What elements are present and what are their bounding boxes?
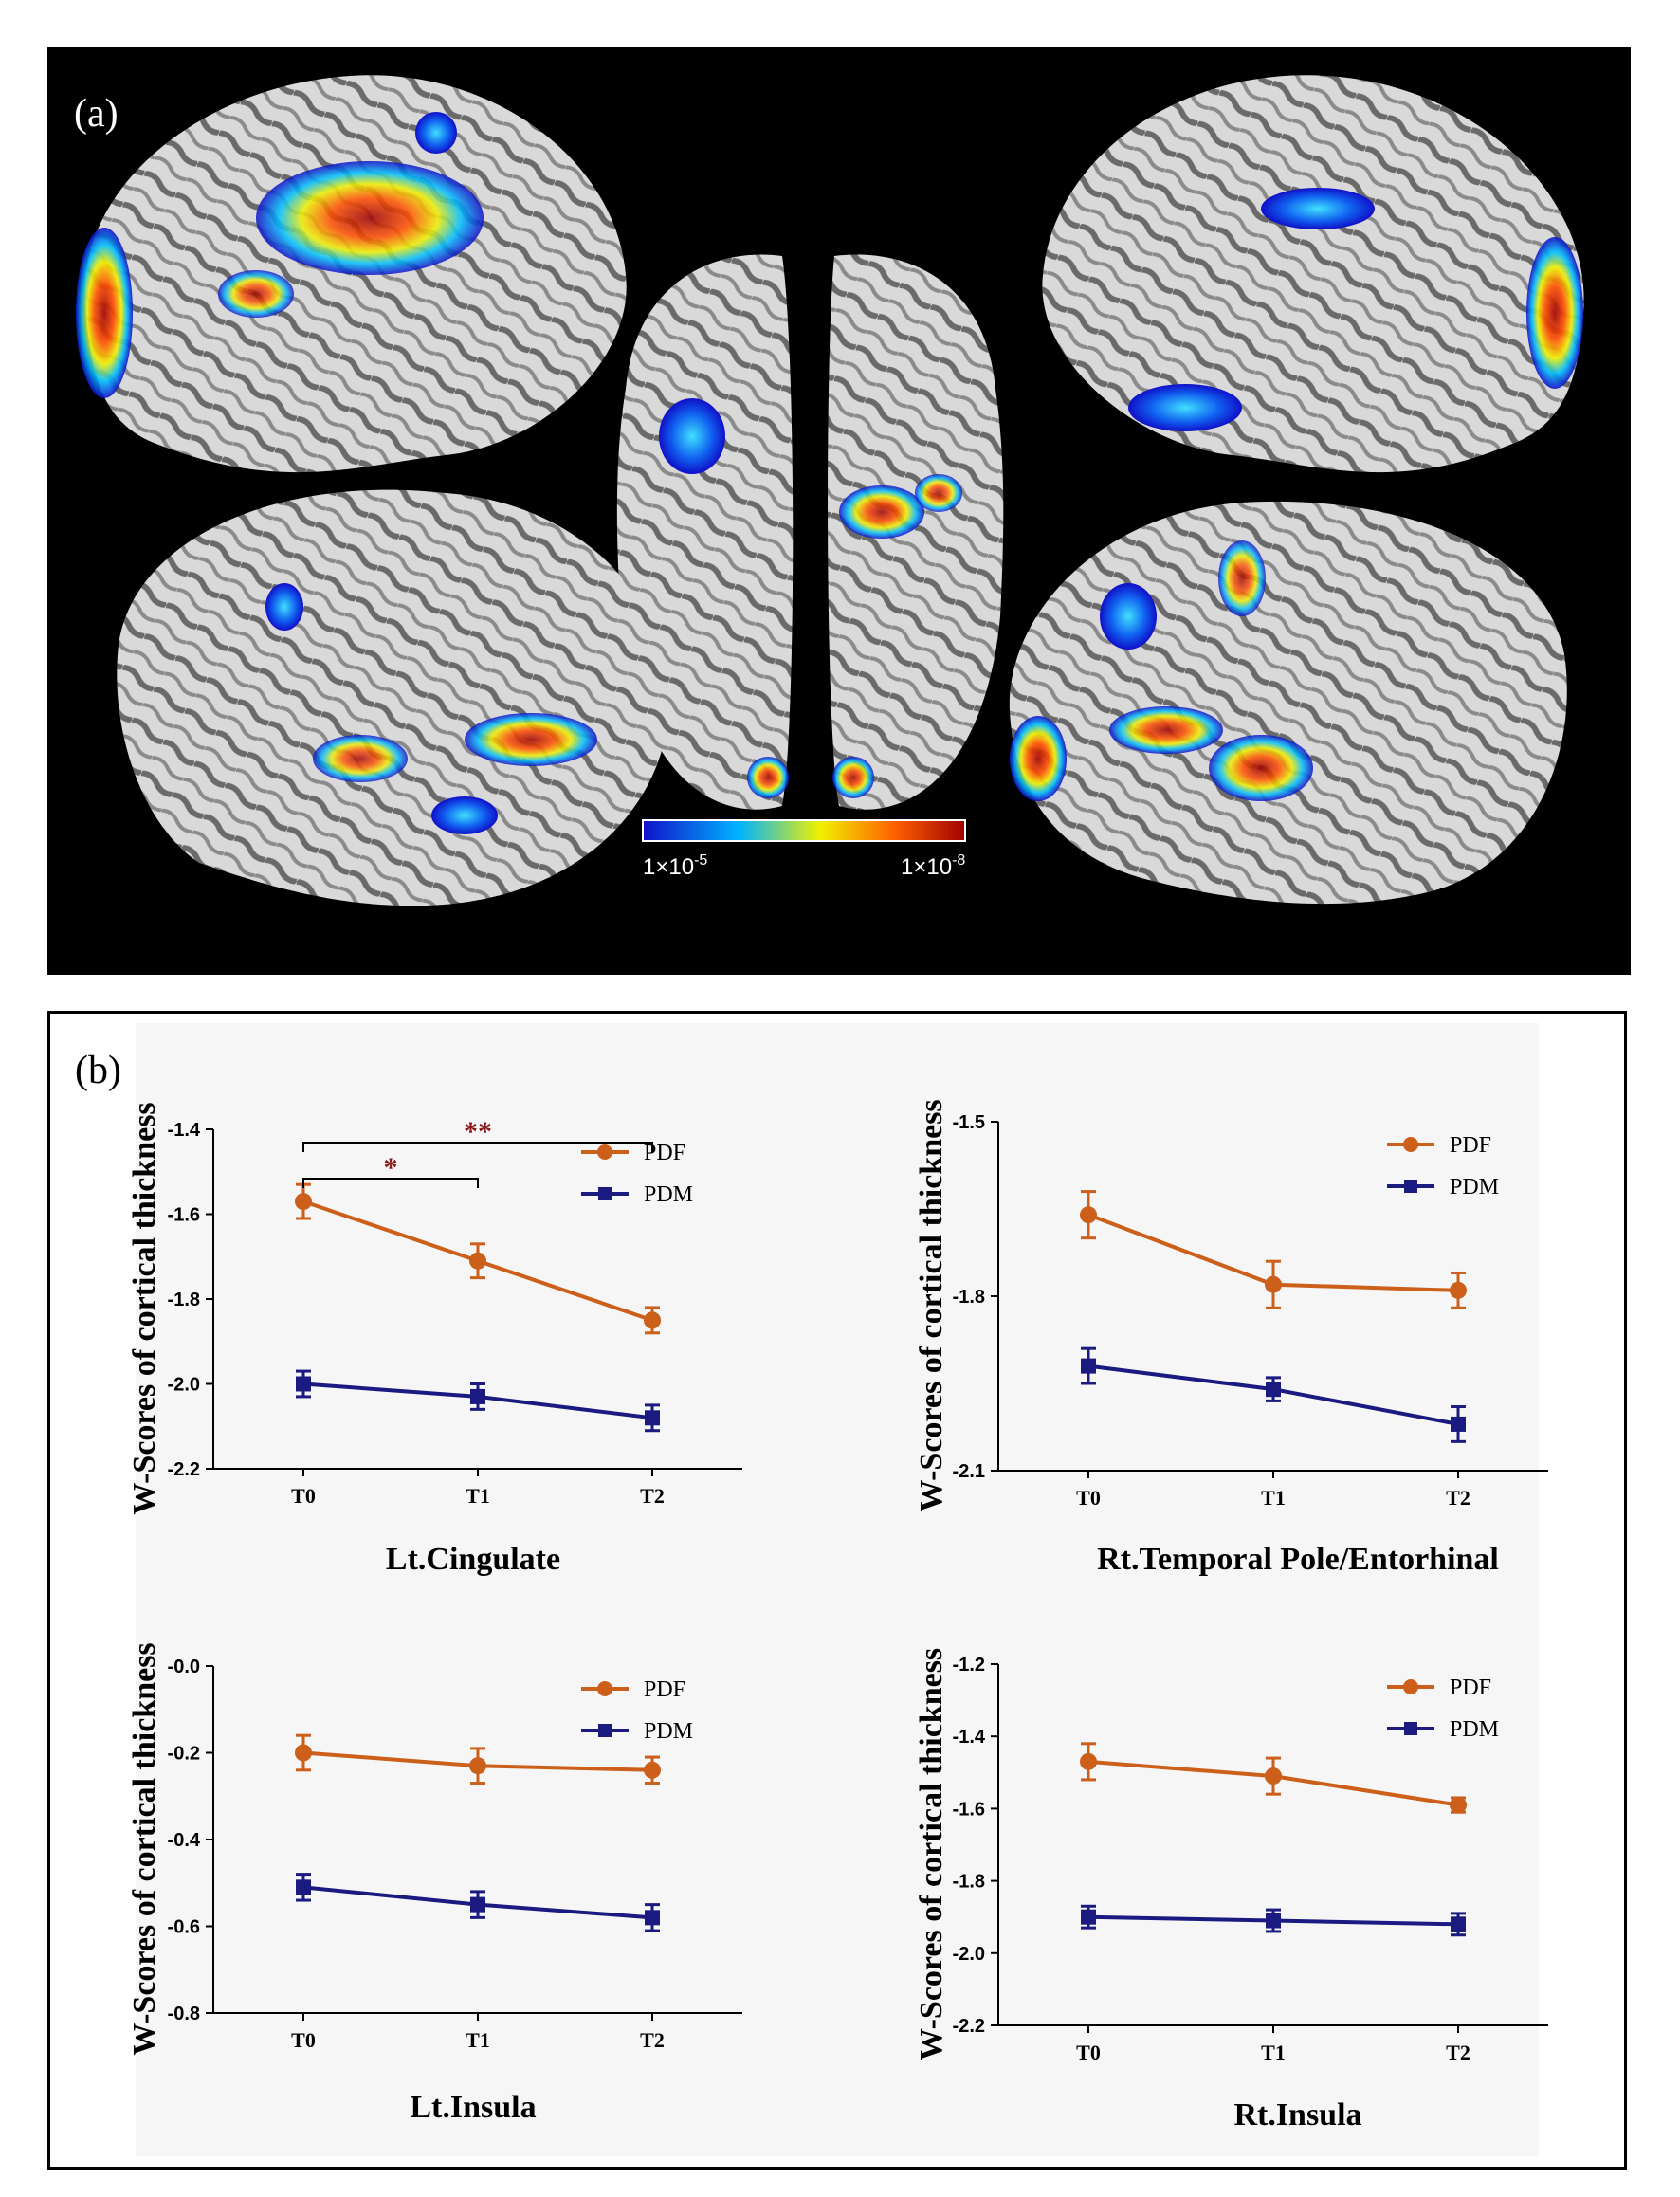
data-point [1450,1796,1467,1814]
data-point [296,1879,311,1895]
legend-label: PDF [1450,1675,1491,1700]
x-tick-label: T1 [466,2028,490,2052]
data-point [1081,1358,1096,1374]
colorbar-max-label: 1×10-8 [901,852,965,880]
y-axis-label: W-Scores of cortical thickness [914,1099,949,1511]
x-tick-label: T1 [1261,1486,1286,1510]
legend-marker [1403,1679,1418,1694]
significance-label: ** [464,1116,492,1147]
legend-label: PDF [644,1141,685,1165]
data-point [1265,1767,1282,1785]
data-point [470,1388,485,1404]
legend-marker [597,1144,612,1160]
legend-marker [598,1187,612,1200]
x-tick-label: T0 [1076,1486,1101,1510]
data-point [470,1896,485,1913]
y-tick-label: -1.8 [168,1290,200,1310]
data-point [1265,1275,1282,1293]
data-point [644,1311,661,1329]
y-tick-label: -2.2 [953,2016,985,2037]
y-tick-label: -1.4 [168,1120,201,1141]
legend-label: PDM [644,1719,693,1744]
significance-bracket [302,1178,479,1188]
legend-label: PDF [1450,1133,1491,1158]
data-point [1451,1416,1466,1432]
legend-label: PDF [644,1677,685,1702]
legend-marker [1404,1722,1417,1735]
y-tick-label: -0.2 [168,1744,200,1765]
x-tick-label: T0 [291,2028,316,2052]
data-point [1450,1281,1467,1299]
x-tick-label: T2 [1446,1486,1470,1510]
panel-b-label: (b) [75,1049,121,1092]
data-point [1266,1382,1281,1398]
left-lateral-view [117,489,669,906]
brain-renderings: 1×10-5 1×10-8 [76,75,1584,906]
legend-label: PDM [1450,1175,1499,1199]
thickness-charts-panel: (b) -1.4 -1.6 -1.8 -2.0 -2.2 T0 T1 T2 W-Scores o… [47,1011,1627,2170]
line-charts: -1.4 -1.6 -1.8 -2.0 -2.2 T0 T1 T2 W-Scores of co… [127,1099,1548,2133]
data-point [295,1744,312,1762]
y-tick-label: -1.6 [168,1205,200,1226]
significance-label: * [384,1152,398,1183]
legend-label: PDM [644,1182,693,1207]
y-tick-label: -1.5 [953,1112,985,1133]
significance-bracket [302,1142,653,1152]
x-tick-label: T1 [1261,2041,1286,2064]
panel-a-label: (a) [74,92,119,136]
legend-label: PDM [1450,1717,1499,1742]
right-lateral-view [1009,501,1567,905]
data-point [644,1761,661,1779]
chart-background [136,1023,1539,2156]
data-point [1081,1909,1096,1925]
y-tick-label: -1.2 [953,1655,985,1675]
dorsal-view [616,254,1004,810]
data-point [469,1252,486,1270]
y-tick-label: -0.4 [168,1830,201,1851]
data-point [645,1410,660,1426]
data-point [469,1757,486,1775]
data-point [1080,1206,1097,1224]
y-tick-label: -1.8 [953,1872,985,1893]
legend-marker [1404,1180,1417,1193]
chart-title: Lt.Insula [410,2090,536,2125]
chart-title: Rt.Temporal Pole/Entorhinal [1097,1542,1499,1577]
chart-title: Lt.Cingulate [386,1542,560,1577]
y-tick-label: -2.0 [953,1944,985,1965]
y-tick-label: -0.8 [168,2004,200,2024]
y-tick-label: -1.4 [953,1727,986,1748]
brain-surface-panel: 1×10-5 1×10-8 (a) [47,47,1631,975]
legend-marker [597,1681,612,1696]
y-axis-label: W-Scores of cortical thickness [914,1648,949,2060]
x-tick-label: T2 [640,1484,665,1508]
legend-marker [1403,1137,1418,1152]
x-tick-label: T1 [466,1484,490,1508]
y-tick-label: -0.0 [168,1657,200,1677]
y-tick-label: -1.8 [953,1287,985,1308]
y-tick-label: -0.6 [168,1917,200,1938]
x-tick-label: T2 [640,2028,665,2052]
data-point [295,1193,312,1211]
y-tick-label: -2.2 [168,1459,200,1480]
x-tick-label: T0 [291,1484,316,1508]
data-point [296,1376,311,1392]
x-tick-label: T0 [1076,2041,1101,2064]
legend-marker [598,1724,612,1737]
colorbar-min-label: 1×10-5 [643,852,707,880]
left-medial-view [76,75,627,473]
data-point [645,1910,660,1926]
y-tick-label: -2.1 [953,1461,985,1482]
data-point [1451,1916,1466,1932]
y-tick-label: -2.0 [168,1375,200,1396]
data-point [1266,1913,1281,1929]
chart-title: Rt.Insula [1233,2097,1361,2133]
colorbar [642,819,966,842]
y-tick-label: -1.6 [953,1799,985,1820]
y-axis-label: W-Scores of cortical thickness [127,1642,162,2055]
right-medial-view [1042,75,1584,473]
data-point [1080,1752,1097,1770]
y-axis-label: W-Scores of cortical thickness [127,1102,162,1514]
x-tick-label: T2 [1446,2041,1470,2064]
